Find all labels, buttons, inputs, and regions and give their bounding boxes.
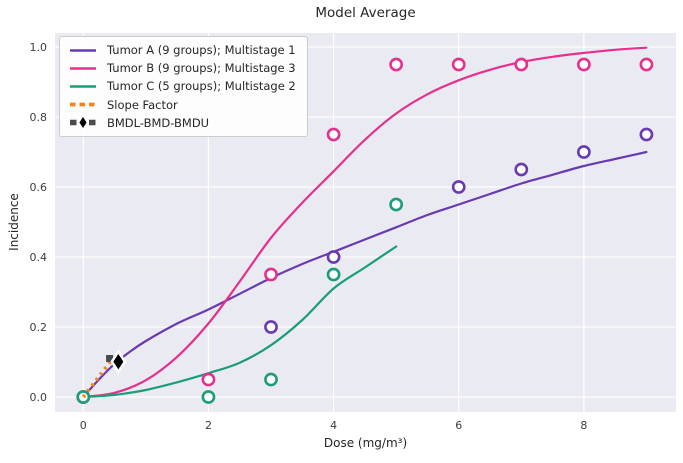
chart-title: Model Average [315, 5, 416, 21]
y-tick-label: 0.2 [30, 321, 48, 334]
scatter-point-tumor-c-5-groups-multistage-2 [201, 390, 216, 404]
legend-swatch-dashed-icon [70, 102, 96, 107]
legend-swatch-line-icon [70, 66, 96, 70]
legend-item: Tumor C (5 groups); Multistage 2 [69, 79, 296, 93]
x-tick-label: 4 [330, 419, 337, 432]
bmd-diamond-marker [110, 349, 127, 374]
legend-item-label: BMDL-BMD-BMDU [107, 115, 210, 130]
scatter-point-tumor-b-9-groups-multistage-3 [639, 57, 654, 72]
legend-item: Tumor B (9 groups); Multistage 3 [69, 61, 296, 75]
legend-swatch-line-icon [70, 48, 96, 52]
legend-item-label: Tumor C (5 groups); Multistage 2 [107, 79, 296, 94]
legend-item: BMDL-BMD-BMDU [69, 116, 296, 130]
scatter-point-tumor-a-9-groups-multistage-1 [451, 180, 466, 194]
legend-swatch-line-icon [70, 85, 96, 88]
y-tick-label: 0.4 [30, 251, 48, 264]
slope-factor-line [81, 359, 113, 399]
scatter-point-tumor-a-9-groups-multistage-1 [639, 127, 654, 142]
scatter-point-tumor-b-9-groups-multistage-3 [326, 127, 341, 142]
bmdl-marker [106, 355, 114, 362]
scatter-point-tumor-c-5-groups-multistage-2 [326, 267, 341, 282]
scatter-point-tumor-b-9-groups-multistage-3 [201, 372, 216, 387]
x-tick-label: 2 [205, 419, 212, 432]
scatter-point-tumor-a-9-groups-multistage-1 [514, 162, 529, 177]
legend-item-label: Slope Factor [107, 97, 178, 112]
legend: Tumor A (9 groups); Multistage 1 Tumor B … [59, 36, 308, 137]
y-tick-label: 0.8 [30, 111, 48, 124]
scatter-point-tumor-b-9-groups-multistage-3 [451, 57, 466, 72]
x-axis-label: Dose (mg/m³) [323, 436, 408, 450]
scatter-point-tumor-b-9-groups-multistage-3 [514, 57, 529, 72]
scatter-point-tumor-b-9-groups-multistage-3 [576, 57, 591, 72]
legend-item: Slope Factor [69, 98, 296, 112]
y-axis-label: Incidence [7, 193, 21, 251]
scatter-point-tumor-a-9-groups-multistage-1 [264, 320, 278, 334]
scatter-point-tumor-a-9-groups-multistage-1 [576, 145, 591, 159]
x-tick-label: 0 [80, 419, 87, 432]
legend-item-label: Tumor A (9 groups); Multistage 1 [107, 43, 296, 57]
legend-item: Tumor A (9 groups); Multistage 1 [69, 43, 296, 57]
scatter-point-tumor-c-5-groups-multistage-2 [264, 372, 278, 387]
x-tick-label: 6 [455, 419, 462, 432]
legend-swatch-bmd-icon [70, 116, 96, 130]
y-tick-label: 0.6 [30, 181, 48, 194]
x-tick-label: 8 [580, 419, 587, 432]
legend-item-label: Tumor B (9 groups); Multistage 3 [107, 61, 296, 76]
scatter-point-tumor-b-9-groups-multistage-3 [389, 57, 404, 72]
scatter-point-tumor-c-5-groups-multistage-2 [389, 197, 404, 212]
scatter-point-tumor-a-9-groups-multistage-1 [326, 250, 341, 264]
scatter-point-tumor-b-9-groups-multistage-3 [264, 267, 278, 282]
y-tick-label: 0.0 [30, 391, 48, 404]
curve-tumor-b-9-groups-multistage-3 [82, 46, 648, 399]
curve-tumor-c-5-groups-multistage-2 [82, 245, 398, 399]
y-tick-label: 1.0 [30, 41, 48, 54]
